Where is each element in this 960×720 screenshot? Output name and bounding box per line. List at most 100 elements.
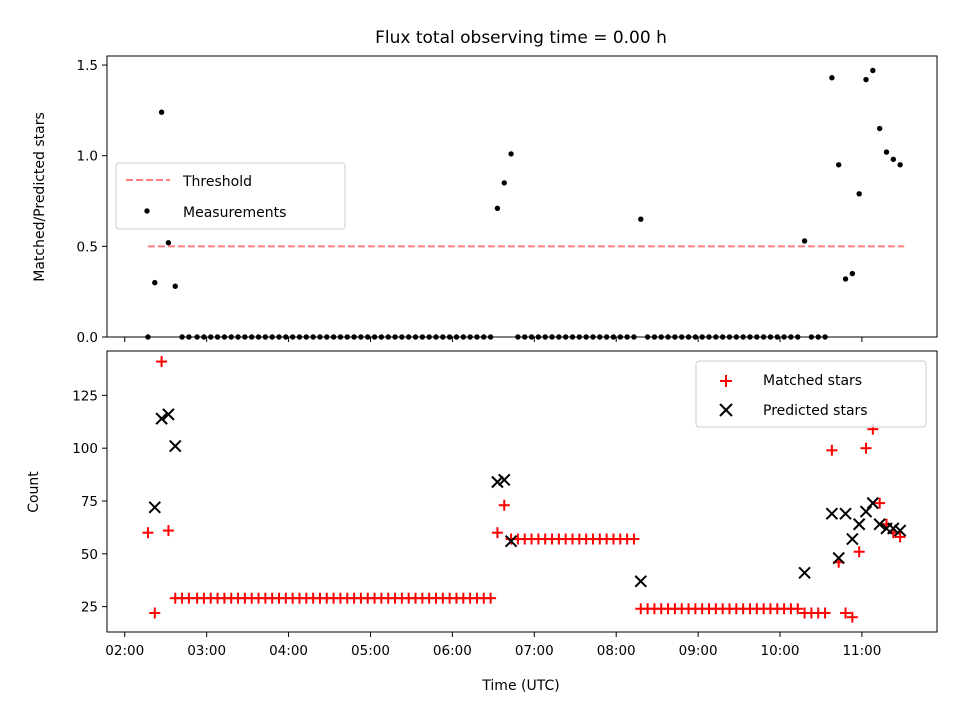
x-tick-label: 11:00 xyxy=(842,643,881,659)
measurement-point xyxy=(158,109,165,115)
predicted-star-point xyxy=(832,551,845,565)
legend-matched-swatch xyxy=(720,375,732,387)
top-plot-frame xyxy=(106,55,938,338)
measurement-point xyxy=(172,283,178,289)
matched-star-point xyxy=(840,607,852,619)
legend-measurements-label: Measurements xyxy=(183,205,286,221)
predicted-star-point xyxy=(846,532,859,546)
x-tick-label: 02:00 xyxy=(105,643,144,659)
top-y-axis-label: Matched/Predicted stars xyxy=(32,112,48,282)
x-tick-label: 07:00 xyxy=(515,643,554,659)
bottom-y-tick-label: 25 xyxy=(81,600,98,616)
chart-title: Flux total observing time = 0.00 h xyxy=(375,28,667,48)
matched-star-point xyxy=(498,499,510,511)
top-y-tick-label: 0.0 xyxy=(77,330,98,346)
predicted-star-point xyxy=(504,534,518,548)
bottom-legend: Matched stars Predicted stars xyxy=(695,360,927,428)
bottom-y-tick-label: 125 xyxy=(72,388,98,404)
x-tick-label: 06:00 xyxy=(433,643,472,659)
measurement-point xyxy=(856,191,862,197)
top-y-tick-label: 1.0 xyxy=(77,149,98,165)
matched-star-point xyxy=(860,442,872,454)
matched-star-point xyxy=(819,607,831,619)
bottom-y-tick-label: 50 xyxy=(81,547,98,563)
bottom-y-axis-label: Count xyxy=(26,471,42,513)
measurement-point xyxy=(863,76,869,83)
predicted-star-point xyxy=(866,496,880,510)
legend-threshold-label: Threshold xyxy=(182,174,252,190)
predicted-star-point xyxy=(839,507,852,520)
measurement-point xyxy=(883,149,890,155)
measurement-point xyxy=(165,240,172,246)
bottom-plot-data xyxy=(142,356,907,623)
legend-predicted-swatch xyxy=(719,403,733,417)
x-tick-label: 08:00 xyxy=(597,643,636,659)
matched-star-point xyxy=(156,356,168,368)
matched-star-point xyxy=(874,497,886,509)
bottom-legend-box xyxy=(695,360,927,428)
measurement-point xyxy=(870,67,876,74)
bottom-y-ticks: 25 50 75 100 125 xyxy=(72,388,107,616)
bottom-plot-frame xyxy=(106,350,938,633)
x-tick-label: 09:00 xyxy=(679,643,718,659)
top-plot: 0.0 0.5 1.0 1.5 Matched/Predicted stars Thr… xyxy=(32,55,938,346)
matched-star-point xyxy=(491,527,503,539)
matched-star-point xyxy=(149,607,161,619)
measurement-point xyxy=(152,279,158,286)
x-tick-label: 05:00 xyxy=(351,643,390,659)
top-y-tick-label: 1.5 xyxy=(77,58,98,74)
predicted-star-point xyxy=(825,507,839,520)
x-tick-label: 03:00 xyxy=(187,643,226,659)
matched-star-point xyxy=(853,546,865,558)
top-y-tick-label: 0.5 xyxy=(77,239,98,255)
legend-matched-label: Matched stars xyxy=(763,373,862,389)
predicted-star-point xyxy=(859,505,873,518)
x-tick-label: 10:00 xyxy=(761,643,800,659)
x-axis-label: Time (UTC) xyxy=(481,678,559,694)
measurement-point xyxy=(849,270,856,277)
top-x-ticks xyxy=(124,337,863,342)
measurement-point xyxy=(890,156,897,163)
matched-star-point xyxy=(894,531,906,543)
predicted-star-point xyxy=(634,575,647,588)
measurement-point xyxy=(829,75,835,81)
predicted-star-point xyxy=(887,522,900,535)
predicted-star-point xyxy=(148,501,161,514)
measurement-point xyxy=(836,162,842,168)
matched-star-point xyxy=(846,611,858,623)
predicted-star-point xyxy=(169,439,182,453)
top-y-ticks: 0.0 0.5 1.0 1.5 xyxy=(77,58,107,346)
bottom-y-tick-label: 100 xyxy=(72,441,98,457)
predicted-star-point xyxy=(162,408,175,421)
matched-star-point xyxy=(162,525,174,537)
predicted-star-point xyxy=(852,518,866,531)
measurement-point xyxy=(494,205,501,211)
top-legend: Threshold Measurements xyxy=(115,162,346,230)
measurement-point xyxy=(501,180,507,186)
top-legend-box xyxy=(115,162,346,230)
legend-measurements-swatch xyxy=(144,208,150,214)
bottom-y-tick-label: 75 xyxy=(81,494,98,510)
predicted-star-point xyxy=(155,412,168,425)
measurement-point xyxy=(801,238,808,244)
matched-star-point xyxy=(792,603,804,615)
matched-star-point xyxy=(628,533,640,545)
measurement-point xyxy=(508,151,514,157)
x-tick-label: 04:00 xyxy=(269,643,308,659)
matched-star-point xyxy=(826,444,838,456)
measurement-point xyxy=(876,125,883,132)
predicted-star-point xyxy=(893,524,907,537)
measurement-point xyxy=(842,276,849,282)
bottom-x-ticks: 02:00 03:00 04:00 05:00 06:00 07:00 08:00 09:00… xyxy=(105,632,881,659)
matched-star-point xyxy=(485,592,497,604)
predicted-star-point xyxy=(498,473,511,487)
measurement-point xyxy=(638,216,644,222)
predicted-star-point xyxy=(491,475,504,489)
measurement-point xyxy=(897,162,903,168)
bottom-plot: 25 50 75 100 125 02:00 03:00 04:00 05:00 06:00 07… xyxy=(26,350,938,694)
legend-predicted-label: Predicted stars xyxy=(763,403,868,419)
predicted-star-point xyxy=(798,566,811,580)
predicted-star-point xyxy=(873,518,886,531)
matched-star-point xyxy=(142,527,154,539)
